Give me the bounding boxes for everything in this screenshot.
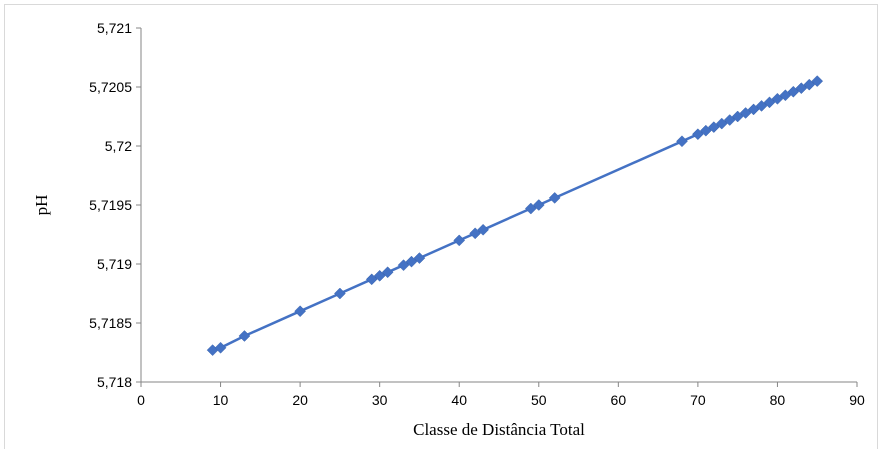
data-point-marker — [803, 78, 816, 91]
axes — [140, 28, 857, 383]
y-tick-label: 5,719 — [97, 256, 132, 272]
data-point-marker — [532, 199, 545, 211]
chart-frame — [4, 4, 878, 449]
y-tick-label: 5,7195 — [89, 197, 132, 213]
data-point-marker — [397, 259, 410, 272]
data-point-marker — [365, 273, 378, 286]
data-point-marker — [214, 341, 227, 354]
data-point-marker — [699, 124, 712, 137]
data-point-marker — [739, 107, 752, 119]
data-point-marker — [779, 89, 792, 102]
x-tick-label: 60 — [611, 392, 627, 408]
data-point-marker — [294, 305, 306, 318]
data-point-marker — [477, 223, 489, 236]
y-ticks: 5,718 5,7185 5,719 5,7195 5,72 5,7205 5,721 — [89, 20, 141, 390]
data-point-marker — [707, 121, 720, 133]
y-tick-label: 5,718 — [97, 374, 132, 390]
data-point-marker — [334, 287, 346, 300]
series-layer — [206, 75, 824, 356]
data-point-marker — [787, 85, 800, 98]
x-tick-label: 90 — [849, 392, 865, 408]
y-tick-label: 5,721 — [97, 20, 132, 36]
x-tick-label: 0 — [137, 392, 145, 408]
data-point-marker — [795, 82, 808, 95]
x-tick-label: 20 — [292, 392, 308, 408]
y-tick-label: 5,7205 — [89, 79, 132, 95]
data-point-marker — [755, 100, 768, 112]
x-tick-label: 80 — [770, 392, 786, 408]
x-ticks: 0 10 20 30 40 50 60 70 80 90 — [137, 382, 865, 408]
x-tick-label: 10 — [213, 392, 229, 408]
data-point-marker — [413, 252, 426, 264]
y-axis-title: pH — [32, 195, 51, 216]
data-point-marker — [405, 255, 418, 268]
y-tick-label: 5,72 — [105, 138, 132, 154]
data-point-marker — [548, 192, 561, 204]
x-tick-label: 70 — [690, 392, 706, 408]
data-point-marker — [238, 330, 251, 342]
data-point-marker — [692, 128, 704, 141]
data-point-marker — [731, 110, 744, 123]
data-point-marker — [469, 227, 481, 240]
data-point-marker — [676, 135, 688, 148]
data-point-marker — [747, 103, 760, 116]
data-point-marker — [715, 117, 728, 130]
data-point-marker — [524, 202, 537, 215]
y-tick-label: 5,7185 — [89, 315, 132, 331]
data-point-marker — [723, 114, 736, 126]
x-tick-label: 40 — [451, 392, 467, 408]
data-point-marker — [811, 75, 824, 87]
data-point-marker — [453, 234, 466, 247]
data-point-marker — [763, 96, 776, 109]
x-tick-label: 50 — [531, 392, 547, 408]
data-point-marker — [771, 92, 784, 105]
x-tick-label: 30 — [372, 392, 388, 408]
x-axis-title: Classe de Distância Total — [413, 420, 585, 439]
data-point-marker — [373, 269, 386, 282]
data-point-marker — [381, 266, 394, 279]
